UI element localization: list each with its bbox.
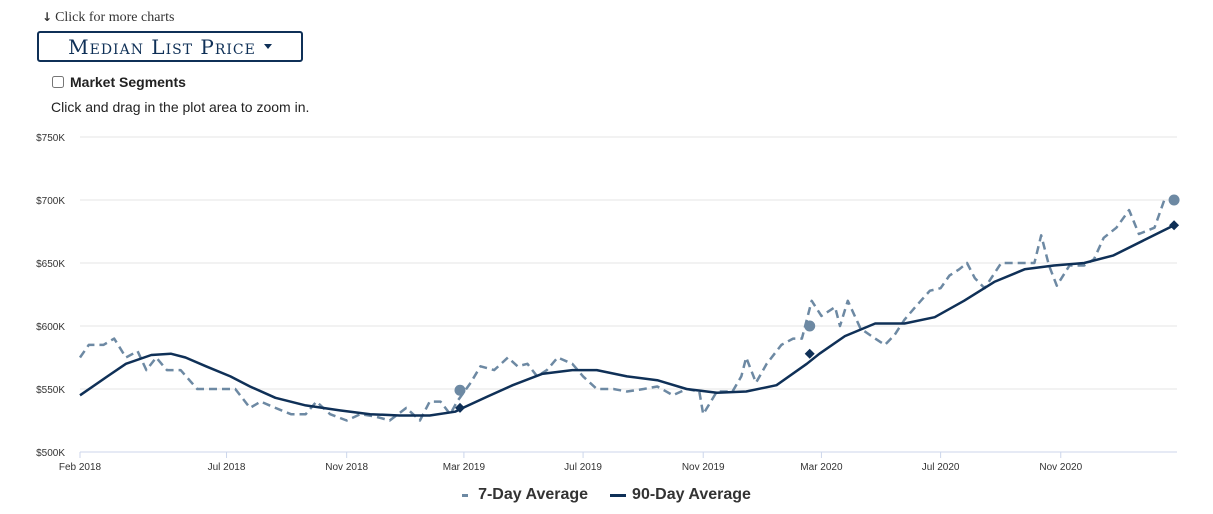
y-tick-label: $600K <box>36 322 65 333</box>
series-layer <box>78 194 1180 422</box>
market-segments-label: Market Segments <box>70 74 186 90</box>
x-axis: Feb 2018 Jul 2018 Nov 2018 Mar 2019 Jul 2019… <box>59 452 1083 473</box>
y-tick-label: $550K <box>36 385 65 396</box>
x-tick-label: Feb 2018 <box>59 462 102 473</box>
x-tick-label: Nov 2018 <box>325 462 368 473</box>
arrow-down-icon: ↓ <box>42 10 53 24</box>
legend-swatch-7day <box>462 493 473 497</box>
legend-swatch-90day <box>610 493 627 497</box>
caret-down-icon <box>263 44 272 49</box>
x-tick-label: Jul 2018 <box>208 462 246 473</box>
market-segments-toggle[interactable]: Market Segments <box>52 74 186 90</box>
series-line-90day <box>79 224 1175 417</box>
series-line-7day <box>78 199 1166 422</box>
more-charts-link[interactable]: ↓ Click for more charts <box>42 10 174 26</box>
point-marker-7day <box>454 384 466 396</box>
market-segments-checkbox[interactable] <box>52 76 64 88</box>
chart-selector-dropdown[interactable]: Median List Price <box>37 31 303 62</box>
y-tick-label: $700K <box>36 196 65 207</box>
x-tick-label: Nov 2019 <box>682 462 725 473</box>
x-tick-label: Jul 2019 <box>564 462 602 473</box>
legend-item-90day[interactable]: 90-Day Average <box>610 486 751 504</box>
chart-legend: 7-Day Average 90-Day Average <box>0 486 1213 504</box>
point-marker-90day <box>804 348 815 359</box>
legend-label-7day: 7-Day Average <box>478 486 589 503</box>
y-tick-label: $750K <box>36 133 65 144</box>
point-marker-7day <box>1168 194 1180 206</box>
point-marker-90day <box>1169 220 1180 231</box>
x-tick-label: Mar 2020 <box>800 462 843 473</box>
point-marker-90day <box>454 402 465 413</box>
y-axis-ticks: $500K $550K $600K $650K $700K $750K <box>36 133 65 459</box>
grid-lines <box>80 136 1177 453</box>
x-tick-label: Jul 2020 <box>922 462 960 473</box>
legend-label-90day: 90-Day Average <box>632 486 751 503</box>
y-tick-label: $500K <box>36 448 65 459</box>
zoom-instructions: Click and drag in the plot area to zoom … <box>51 99 310 115</box>
more-charts-label: Click for more charts <box>55 10 175 25</box>
x-tick-label: Nov 2020 <box>1039 462 1082 473</box>
y-tick-label: $650K <box>36 259 65 270</box>
point-marker-7day <box>804 320 816 332</box>
legend-item-7day[interactable]: 7-Day Average <box>462 486 588 504</box>
chart-selector-label: Median List Price <box>68 34 256 59</box>
x-tick-label: Mar 2019 <box>443 462 486 473</box>
